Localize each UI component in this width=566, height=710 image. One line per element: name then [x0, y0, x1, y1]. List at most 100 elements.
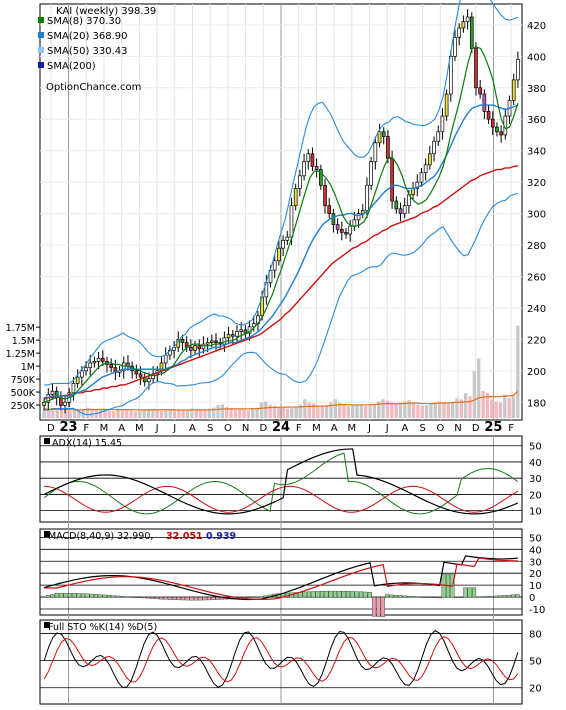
candle-body — [419, 172, 424, 183]
candle-body — [386, 136, 390, 159]
legend-label: SMA(50) 330.43 — [47, 46, 128, 57]
x-tick-label: J — [367, 423, 371, 434]
macd-tick-label: 30 — [529, 557, 542, 568]
volume-bar — [203, 410, 207, 418]
macd-histogram-bar — [133, 596, 138, 598]
sma20-line — [44, 104, 519, 399]
volume-bar — [164, 410, 168, 418]
price-tick-label: 360 — [527, 115, 546, 126]
macd-histogram-bar — [263, 595, 268, 598]
macd-histogram-bar — [72, 593, 77, 598]
volume-bar — [411, 403, 416, 418]
volume-bar — [294, 407, 298, 418]
macd-histogram-bar — [385, 594, 390, 598]
volume-bar — [459, 399, 464, 418]
candle-body — [71, 383, 76, 394]
volume-tick-label: 1.5M — [12, 336, 35, 347]
macd-histogram-bar — [302, 591, 307, 598]
macd-histogram-bar — [189, 596, 194, 601]
candle-body — [331, 213, 336, 225]
adx-tick-label: 20 — [529, 490, 542, 501]
macd-histogram-bar — [89, 593, 94, 598]
stoch-k-line — [43, 630, 519, 688]
macd-histogram-bar — [454, 596, 459, 598]
volume-bar — [90, 408, 94, 418]
macd-histogram-bar — [502, 595, 507, 598]
x-tick-label: A — [118, 423, 125, 434]
price-tick-label: 420 — [527, 21, 546, 32]
macd-histogram-bar — [359, 591, 364, 598]
volume-bar — [307, 402, 311, 418]
stoch-tick-label: 20 — [529, 684, 542, 695]
volume-bar — [477, 358, 481, 418]
x-tick-label: J — [172, 423, 176, 434]
adx-tick-label: 10 — [529, 507, 542, 518]
axis-layer: D 23 F M A M J J A S O N D 24 F M A M J J A S O N D 25 F1802002202… — [6, 21, 546, 695]
candle-body — [189, 346, 193, 351]
candle-body — [230, 334, 235, 337]
candle-body — [474, 48, 478, 89]
volume-bar — [129, 410, 133, 418]
ma-layer — [43, 0, 519, 416]
volume-bar — [516, 325, 520, 418]
macd-histogram-bar — [380, 596, 385, 618]
volume-bar — [290, 408, 294, 418]
macd-histogram-bar — [176, 596, 181, 601]
candle-body — [289, 205, 294, 238]
stoch-tick-label: 50 — [529, 657, 542, 668]
macd-histogram-bar — [67, 593, 72, 598]
candle-layer — [42, 9, 520, 414]
price-tick-label: 340 — [527, 147, 546, 158]
macd-tick-label: 40 — [529, 545, 542, 556]
x-tick-label: A — [331, 423, 338, 434]
volume-bar — [142, 409, 146, 418]
volume-tick-label: 1M — [21, 362, 35, 373]
price-tick-label: 380 — [527, 84, 546, 95]
volume-bar — [416, 404, 420, 418]
x-tick-label: M — [135, 423, 144, 434]
volume-bar — [346, 406, 351, 418]
candle-body — [163, 354, 168, 364]
candle-body — [415, 181, 420, 189]
candle-body — [327, 205, 332, 214]
macd-histogram-bar — [180, 596, 185, 601]
volume-bar — [125, 410, 129, 418]
volume-bar — [285, 408, 290, 418]
x-tick-label: F — [83, 423, 89, 434]
candle-body — [369, 161, 373, 186]
volume-bar — [198, 409, 203, 418]
legend: SMA(8) 370.30 SMA(20) 368.90 SMA(50) 330.4… — [38, 16, 128, 72]
macd-histogram-bar — [215, 596, 220, 600]
volume-bar — [433, 402, 437, 418]
price-tick-label: 300 — [527, 210, 546, 221]
candle-body — [444, 93, 449, 117]
macd-histogram-bar — [398, 595, 403, 598]
candle-body — [390, 158, 394, 202]
volume-bar — [377, 401, 381, 418]
candle-body — [377, 131, 382, 144]
candle-body — [285, 236, 290, 241]
adx-line — [43, 448, 519, 515]
candle-body — [490, 118, 495, 128]
macd-histogram-bar — [506, 594, 511, 598]
x-tick-label: 23 — [60, 420, 78, 435]
candle-body — [59, 397, 63, 406]
plus-di-line — [43, 452, 519, 515]
volume-bar — [277, 407, 281, 418]
candle-body — [457, 27, 462, 38]
volume-bar — [442, 402, 446, 418]
volume-bar — [420, 405, 424, 418]
x-tick-label: J — [155, 423, 159, 434]
volume-bar — [133, 411, 138, 418]
volume-bar — [172, 409, 177, 418]
volume-bar — [51, 410, 55, 418]
bollinger-upper-line — [44, 0, 519, 386]
volume-bar — [390, 402, 394, 418]
candle-body — [428, 153, 432, 166]
volume-bar — [168, 409, 172, 418]
x-tick-label: 25 — [484, 420, 502, 435]
volume-bar — [394, 403, 398, 418]
candle-body — [92, 361, 97, 364]
candle-body — [486, 111, 491, 120]
candle-body — [373, 142, 378, 163]
